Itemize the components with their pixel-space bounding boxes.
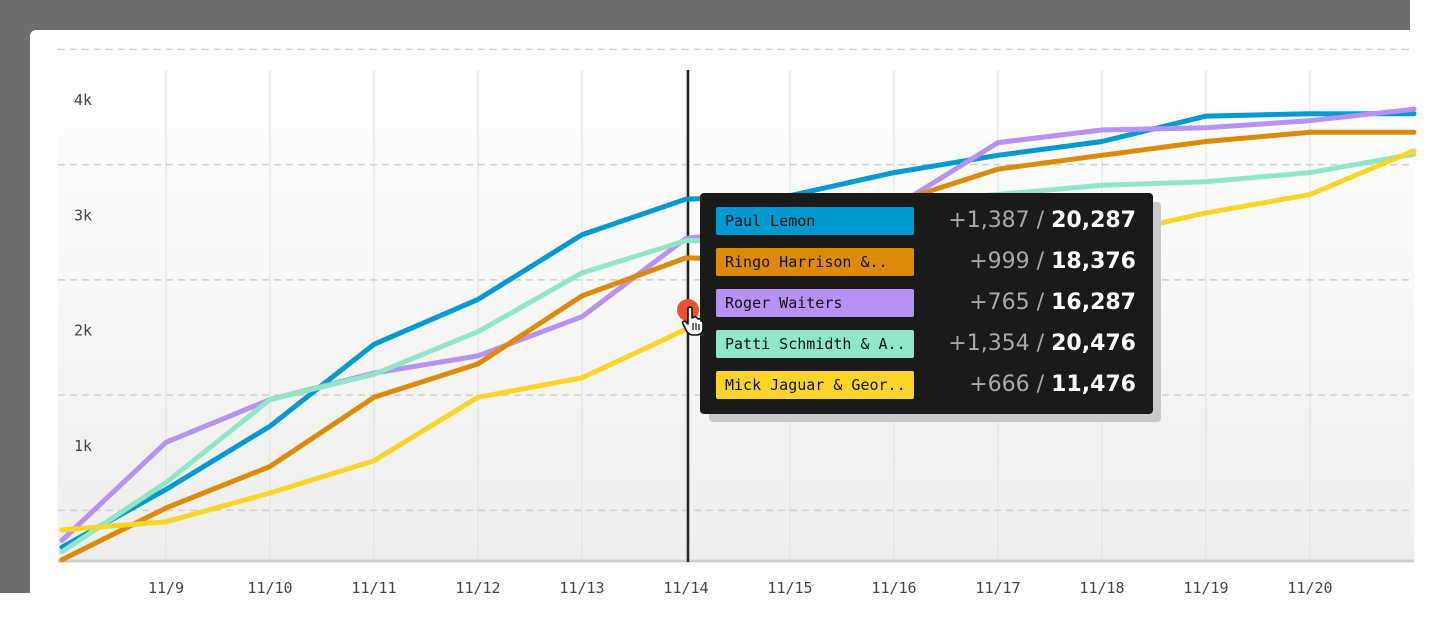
tooltip-row: Mick Jaguar & Geor.. +666 / 11,476 <box>716 371 1140 401</box>
value-separator: / <box>1029 249 1052 274</box>
x-tick-label: 11/11 <box>351 579 396 597</box>
x-tick-label: 11/13 <box>559 579 604 597</box>
series-name-chip: Mick Jaguar & Geor.. <box>716 371 914 399</box>
x-tick-label: 11/16 <box>871 579 916 597</box>
x-tick-label: 11/14 <box>663 579 708 597</box>
delta-value: +765 <box>969 290 1030 315</box>
x-tick-label: 11/9 <box>148 579 184 597</box>
delta-value: +1,387 <box>948 208 1030 233</box>
y-tick-label: 3k <box>74 206 92 224</box>
value-separator: / <box>1029 208 1052 233</box>
series-values: +1,354 / 20,476 <box>948 329 1136 359</box>
total-value: 18,376 <box>1051 249 1136 274</box>
total-value: 20,287 <box>1051 208 1136 233</box>
total-value: 20,476 <box>1051 331 1136 356</box>
y-tick-label: 2k <box>74 322 92 340</box>
x-tick-label: 11/10 <box>247 579 292 597</box>
x-tick-label: 11/18 <box>1079 579 1124 597</box>
x-tick-label: 11/12 <box>455 579 500 597</box>
series-name-chip: Ringo Harrison &.. <box>716 248 914 276</box>
series-values: +666 / 11,476 <box>969 370 1136 400</box>
tooltip-row: Roger Waiters +765 / 16,287 <box>716 289 1140 319</box>
x-axis-labels: 11/9 11/10 11/11 11/12 11/13 11/14 11/15 11/16 1… <box>148 579 1333 597</box>
series-name-chip: Patti Schmidth & A.. <box>716 330 914 358</box>
x-tick-label: 11/19 <box>1183 579 1228 597</box>
value-separator: / <box>1029 290 1052 315</box>
y-tick-label: 4k <box>74 91 92 109</box>
series-values: +999 / 18,376 <box>969 247 1136 277</box>
delta-value: +999 <box>969 249 1030 274</box>
total-value: 16,287 <box>1051 290 1136 315</box>
tooltip-row: Patti Schmidth & A.. +1,354 / 20,476 <box>716 330 1140 360</box>
series-values: +765 / 16,287 <box>969 288 1136 318</box>
y-tick-label: 1k <box>74 437 92 455</box>
hover-tooltip: Paul Lemon +1,387 / 20,287 Ringo Harriso… <box>700 193 1153 414</box>
delta-value: +666 <box>969 372 1030 397</box>
total-value: 11,476 <box>1051 372 1136 397</box>
series-name-chip: Paul Lemon <box>716 207 914 235</box>
tooltip-row: Ringo Harrison &.. +999 / 18,376 <box>716 248 1140 278</box>
y-axis-labels: 1k 2k 3k 4k <box>74 91 92 455</box>
tooltip-row: Paul Lemon +1,387 / 20,287 <box>716 207 1140 237</box>
delta-value: +1,354 <box>948 331 1030 356</box>
x-tick-label: 11/17 <box>975 579 1020 597</box>
value-separator: / <box>1029 331 1052 356</box>
value-separator: / <box>1029 372 1052 397</box>
hand-pointer-icon <box>682 306 704 336</box>
x-tick-label: 11/20 <box>1287 579 1332 597</box>
x-tick-label: 11/15 <box>767 579 812 597</box>
series-values: +1,387 / 20,287 <box>948 206 1136 236</box>
series-name-chip: Roger Waiters <box>716 289 914 317</box>
